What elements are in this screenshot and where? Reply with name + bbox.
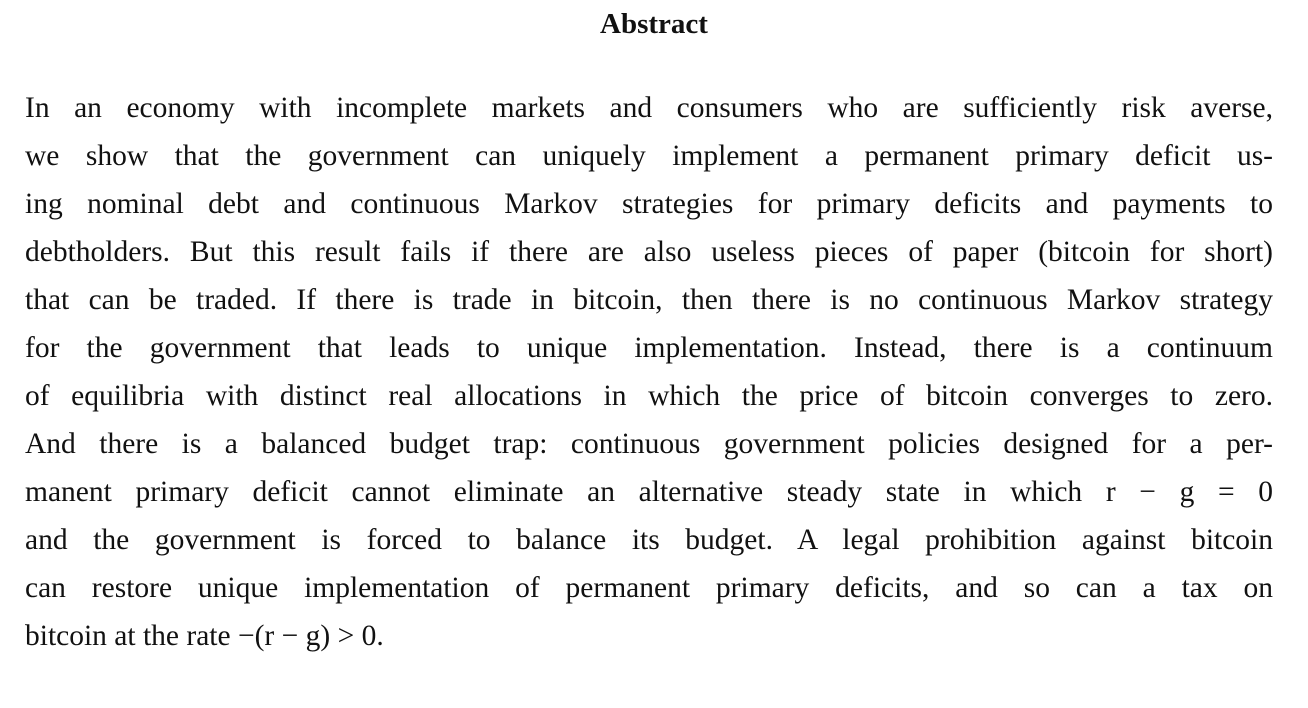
abstract-line: bitcoin at the rate −(r − g) > 0. — [25, 620, 384, 652]
abstract-body: In an economy with incomplete markets an… — [25, 88, 1273, 664]
abstract-line: can restore unique implementation of per… — [25, 572, 1273, 604]
abstract-line: of equilibria with distinct real allocat… — [25, 380, 1273, 412]
abstract-line: And there is a balanced budget trap: con… — [25, 428, 1273, 460]
abstract-line: In an economy with incomplete markets an… — [25, 92, 1273, 124]
abstract-line: and the government is forced to balance … — [25, 524, 1273, 556]
abstract-line: ing nominal debt and continuous Markov s… — [25, 188, 1273, 220]
abstract-line: that can be traded. If there is trade in… — [25, 284, 1273, 316]
abstract-heading: Abstract — [600, 8, 708, 40]
abstract-line: we show that the government can uniquely… — [25, 140, 1273, 172]
abstract-line: debtholders. But this result fails if th… — [25, 236, 1273, 268]
abstract-line: manent primary deficit cannot eliminate … — [25, 476, 1273, 508]
abstract-line: for the government that leads to unique … — [25, 332, 1273, 364]
